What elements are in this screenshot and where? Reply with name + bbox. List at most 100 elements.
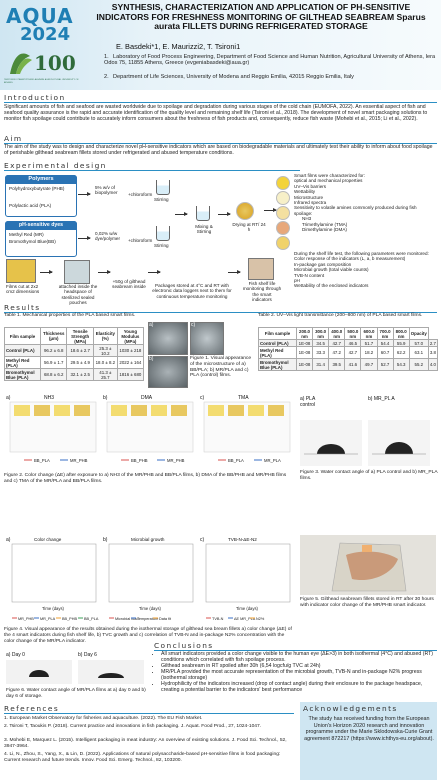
reference-item: 1. European Market Observatory for fishe… xyxy=(4,716,203,721)
table-cell: 46.5 xyxy=(344,339,362,347)
table-row: Bromothymol Blue (PLA) 68.8 ± 6.2 32.1 ± 2… xyxy=(4,368,145,381)
svg-text:100: 100 xyxy=(34,51,76,75)
reference-item: 3. Mohebi E, Marquez L. (2015). Intellig… xyxy=(4,738,287,749)
figure3-caption: Figure 3. Water contact angle of a) PLA … xyxy=(300,470,438,481)
legend-label: BB_PHB xyxy=(62,617,77,621)
panel-label: b) xyxy=(103,395,108,401)
acknowledgements-text: The study has received funding from the … xyxy=(304,716,434,742)
results-heading: Results xyxy=(4,303,41,312)
micrograph-a xyxy=(148,322,188,355)
films-photo xyxy=(6,259,36,283)
figure4-shelf-life-charts: a) Color change Time (days) MR_PHB MR_PLA BB_… xyxy=(6,537,291,621)
table-header-cell: Film sample xyxy=(4,327,41,345)
micrograph-b-label: b) xyxy=(149,356,154,362)
arrow-store xyxy=(148,270,161,274)
table-header-cell: 600.0 nm xyxy=(360,327,378,340)
beaker-icon xyxy=(156,226,170,241)
table-cell: 62.2 xyxy=(392,346,410,359)
arrow-characterize xyxy=(264,208,277,212)
table-cell: Bromothymol Blue (PLA) xyxy=(258,358,297,371)
table-cell: 63.1 xyxy=(408,346,429,359)
figure6-caption: Figure 6. Water contact angle of MR/PLA … xyxy=(6,688,146,699)
legend-label: Microbial load xyxy=(115,617,138,621)
sample-swatch xyxy=(111,405,127,416)
table-cell: 96.2 ± 6.8 xyxy=(39,344,68,357)
table-cell: 60.7 xyxy=(376,346,394,359)
figure4-caption: Figure 4. Visual appearance of the resul… xyxy=(4,627,292,644)
x-axis-label: Time (days) xyxy=(139,606,162,611)
legend-label: MR_PLA xyxy=(264,458,281,463)
drying-label: Drying at RT/ 24 h xyxy=(232,222,266,233)
legend-label: Data fit xyxy=(159,617,172,621)
table-header-cell: 200.0 nm xyxy=(295,327,314,340)
x-axis-label: Time (days) xyxy=(236,606,259,611)
reference-item: 4. Li, N., Zhou, S., Yang, X., & Lin, D.… xyxy=(4,752,281,763)
table-cell: 32.1 ± 2.5 xyxy=(66,368,94,381)
film-sample-icon xyxy=(276,191,290,205)
fig3-a-label: a) PLA control xyxy=(300,396,316,408)
introduction-divider xyxy=(4,102,437,103)
table-cell: 2022 ± 164 xyxy=(116,356,145,369)
table-cell: 34.5 xyxy=(312,339,330,347)
poster-title: SYNTHESIS, CHARACTERIZATION AND APPLICAT… xyxy=(96,2,426,32)
table-cell: 54.3 xyxy=(392,358,410,371)
figure1-caption: Figure 1. Visual appearance of the micro… xyxy=(190,356,252,379)
table-cell: 18.6 ± 2.7 xyxy=(66,344,94,357)
table-header-cell: Opacity xyxy=(408,327,429,340)
polymers-heading: Polymers xyxy=(5,175,77,184)
acknowledgements-heading: Acknowledgements xyxy=(303,704,398,713)
legend-label: BB_PHB xyxy=(131,458,148,463)
table-cell: 33.3 xyxy=(312,346,330,359)
legend-label: MR_PLA xyxy=(40,617,56,621)
sample-swatch xyxy=(34,405,50,416)
arrow-mix xyxy=(175,212,188,216)
figure6-droplet-images xyxy=(6,660,144,684)
table-cell: Methyl Red (PLA) xyxy=(258,346,297,359)
panel-title: TVB-N-ΔE-N2 xyxy=(228,537,257,542)
table-cell: 47.2 xyxy=(328,346,346,359)
micrograph-c-label: c) xyxy=(191,322,196,328)
film-sample-icon xyxy=(276,236,290,250)
polymer-percentage: 5% w/v of biopolymer xyxy=(95,185,118,196)
polymer-pla: Polylactic acid (PLA) xyxy=(9,203,52,208)
panel-label: b) xyxy=(103,537,108,543)
figure5-caption: Figure 5. Gilthead seabream fillets stor… xyxy=(300,597,434,608)
legend-label: Temperature xyxy=(137,617,158,621)
table-cell: 25.3 ± 10.2 xyxy=(92,344,118,357)
water-droplet-images xyxy=(300,420,430,466)
fig3-b-label: b) MR_PL A xyxy=(368,396,395,402)
table-header-cell: Tensile Strength (MPa) xyxy=(66,327,94,345)
table-cell: 41.3 ± 25.7 xyxy=(92,368,118,381)
chart-frame xyxy=(11,543,97,603)
panel-label: a) xyxy=(6,537,11,543)
figure2-color-change-charts: a) NH3 BB_PLA MR_PHB b) DMA BB_PHB MR_PHB c) TMA B… xyxy=(6,395,291,463)
aim-heading: Aim xyxy=(4,134,23,143)
storage-label: Packages stored at 4°C and RT with elect… xyxy=(152,283,232,299)
seabream-label: +50g of gilthead seabream inside xyxy=(112,279,146,290)
table-row: Control (PLA) 96.2 ± 6.8 18.6 ± 2.7 25.3 ± … xyxy=(4,344,145,357)
fig6-a-label: a) Day 0 xyxy=(6,652,25,658)
design-heading: Experimental design xyxy=(4,161,107,170)
panel-label: a) xyxy=(6,395,11,401)
films-cut-label: Films cut at 2x2 cm2 dimensions xyxy=(6,284,40,295)
table-cell: 68.8 ± 6.2 xyxy=(39,368,68,381)
table-cell: 3.8 xyxy=(427,346,439,359)
table-cell: 29.5 ± 4.9 xyxy=(66,356,94,369)
legend-label: MR_PHB xyxy=(18,617,34,621)
film-sample-icon xyxy=(276,206,290,220)
sample-swatch xyxy=(74,405,90,416)
sample-swatch xyxy=(248,405,264,416)
micrograph-c xyxy=(190,322,224,355)
arrow-polymer xyxy=(78,192,91,196)
university-logo: 100 xyxy=(10,51,76,75)
arrow-monitor xyxy=(228,270,241,274)
legend-label: MR_PHB xyxy=(167,458,185,463)
aim-divider xyxy=(4,143,437,144)
legend-label: BB_PLA xyxy=(228,458,244,463)
references-heading: References xyxy=(4,704,60,713)
chloroform-label-2: +chloroform xyxy=(128,238,153,243)
table-header-cell: 700.0 nm xyxy=(376,327,394,340)
dye-bromothymol-blue: Bromothymol Blue(BB) xyxy=(9,239,56,244)
table-cell: 1030 ± 218 xyxy=(116,344,145,357)
table-cell: 51.7 xyxy=(360,339,378,347)
